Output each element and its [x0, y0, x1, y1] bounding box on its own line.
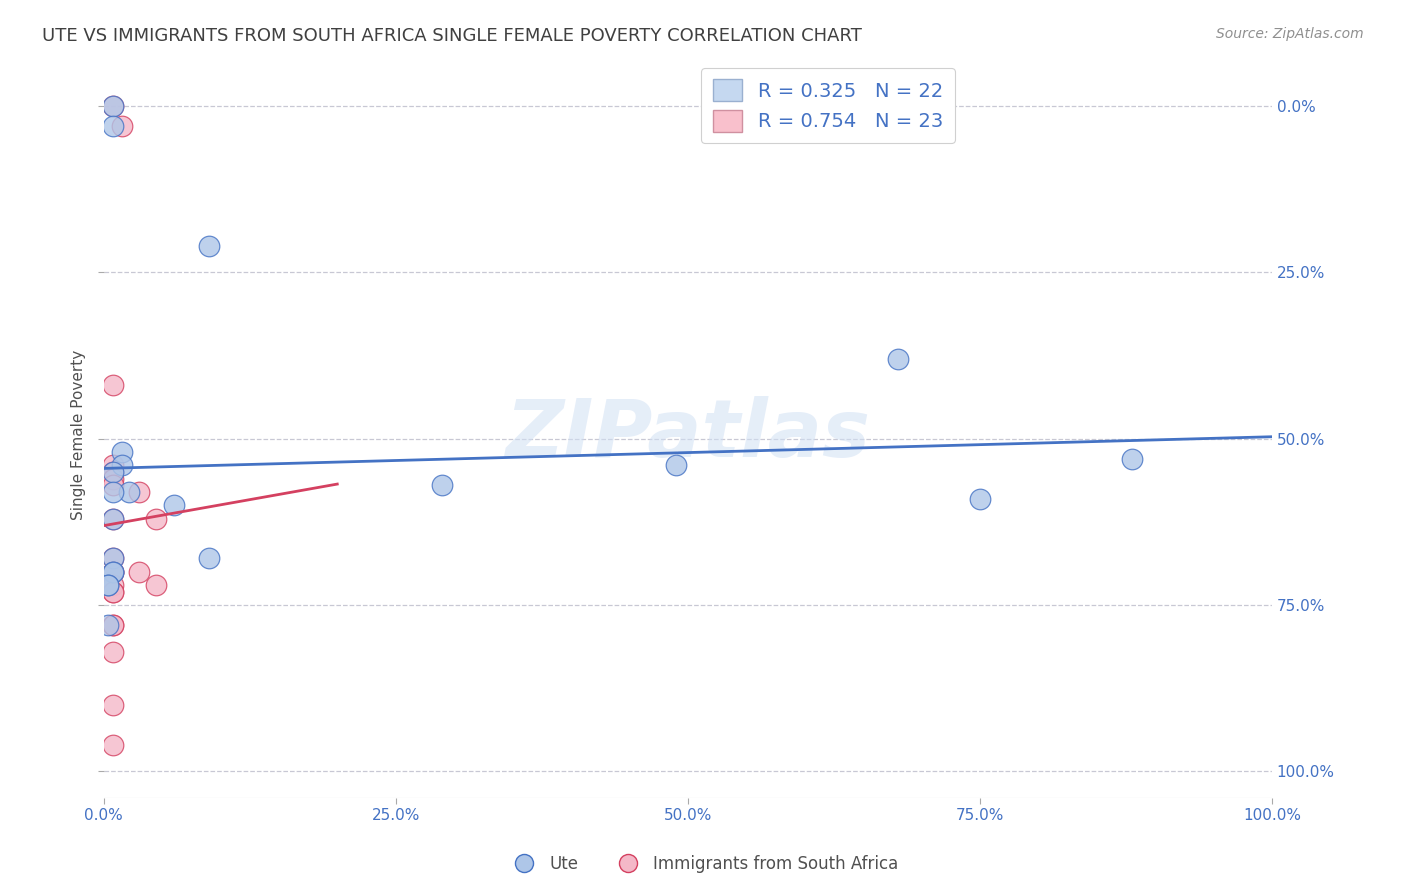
Point — [97, 618, 120, 632]
Point — [97, 578, 120, 592]
Point — [101, 478, 124, 492]
Point — [101, 511, 124, 525]
Point — [111, 445, 134, 459]
Point — [101, 458, 124, 473]
Point — [101, 645, 124, 659]
Text: UTE VS IMMIGRANTS FROM SOUTH AFRICA SINGLE FEMALE POVERTY CORRELATION CHART: UTE VS IMMIGRANTS FROM SOUTH AFRICA SING… — [42, 27, 862, 45]
Point — [101, 698, 124, 712]
Point — [145, 511, 167, 525]
Point — [101, 465, 124, 479]
Point — [128, 565, 150, 579]
Point — [101, 618, 124, 632]
Point — [101, 465, 124, 479]
Point — [101, 378, 124, 392]
Point — [97, 578, 120, 592]
Point — [163, 498, 186, 512]
Point — [1121, 451, 1143, 466]
Point — [197, 238, 219, 252]
Point — [101, 511, 124, 525]
Point — [101, 584, 124, 599]
Point — [887, 351, 910, 366]
Y-axis label: Single Female Poverty: Single Female Poverty — [72, 351, 86, 520]
Point — [101, 484, 124, 499]
Point — [101, 618, 124, 632]
Point — [128, 484, 150, 499]
Point — [101, 578, 124, 592]
Text: Source: ZipAtlas.com: Source: ZipAtlas.com — [1216, 27, 1364, 41]
Point — [145, 578, 167, 592]
Point — [101, 565, 124, 579]
Point — [118, 484, 141, 499]
Point — [101, 551, 124, 566]
Legend: R = 0.325   N = 22, R = 0.754   N = 23: R = 0.325 N = 22, R = 0.754 N = 23 — [702, 68, 955, 144]
Point — [101, 584, 124, 599]
Point — [101, 738, 124, 752]
Point — [197, 551, 219, 566]
Point — [111, 119, 134, 133]
Point — [101, 472, 124, 486]
Point — [111, 458, 134, 473]
Point — [101, 99, 124, 113]
Text: ZIPatlas: ZIPatlas — [505, 396, 870, 475]
Point — [101, 565, 124, 579]
Point — [432, 478, 454, 492]
Point — [101, 565, 124, 579]
Point — [101, 565, 124, 579]
Point — [969, 491, 991, 506]
Point — [101, 99, 124, 113]
Point — [665, 458, 688, 473]
Point — [101, 551, 124, 566]
Legend: Ute, Immigrants from South Africa: Ute, Immigrants from South Africa — [501, 848, 905, 880]
Point — [101, 119, 124, 133]
